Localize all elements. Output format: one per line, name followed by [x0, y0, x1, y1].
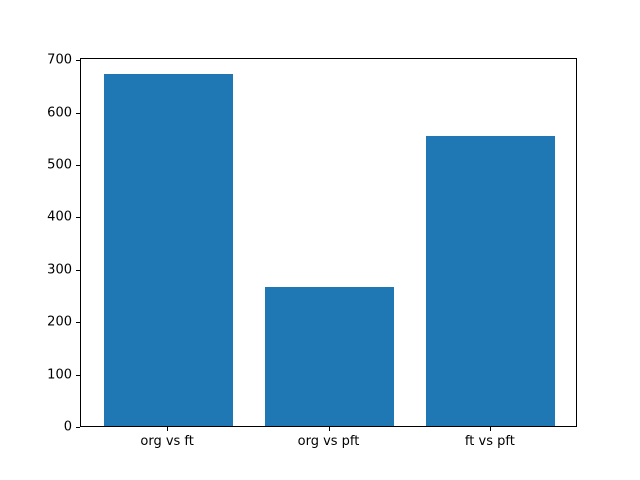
y-tick-label: 0 — [63, 419, 72, 435]
x-tick-mark — [489, 427, 491, 431]
y-tick-label: 500 — [47, 157, 72, 173]
y-tick-mark — [76, 374, 80, 376]
x-tick-mark — [167, 427, 169, 431]
y-tick-label: 700 — [47, 52, 72, 68]
y-tick-mark — [76, 217, 80, 219]
y-tick-label: 100 — [47, 367, 72, 383]
bar-org-vs-ft — [103, 74, 233, 426]
y-tick-mark — [76, 164, 80, 166]
y-tick-mark — [76, 60, 80, 62]
x-tick-mark — [328, 427, 330, 431]
x-tick-label: ft vs pft — [464, 434, 515, 449]
bar-ft-vs-pft — [426, 135, 556, 426]
y-tick-label: 300 — [47, 262, 72, 278]
y-tick-label: 400 — [47, 209, 72, 225]
y-tick-mark — [76, 427, 80, 428]
x-tick-label: org vs pft — [297, 434, 360, 449]
plot-area — [80, 58, 577, 427]
y-tick-mark — [76, 269, 80, 271]
y-tick-label: 600 — [47, 105, 72, 120]
x-tick-label: org vs ft — [140, 434, 194, 449]
y-tick-label: 200 — [47, 314, 72, 330]
bar-org-vs-pft — [264, 287, 395, 426]
y-tick-mark — [76, 112, 80, 114]
y-tick-mark — [76, 322, 80, 324]
